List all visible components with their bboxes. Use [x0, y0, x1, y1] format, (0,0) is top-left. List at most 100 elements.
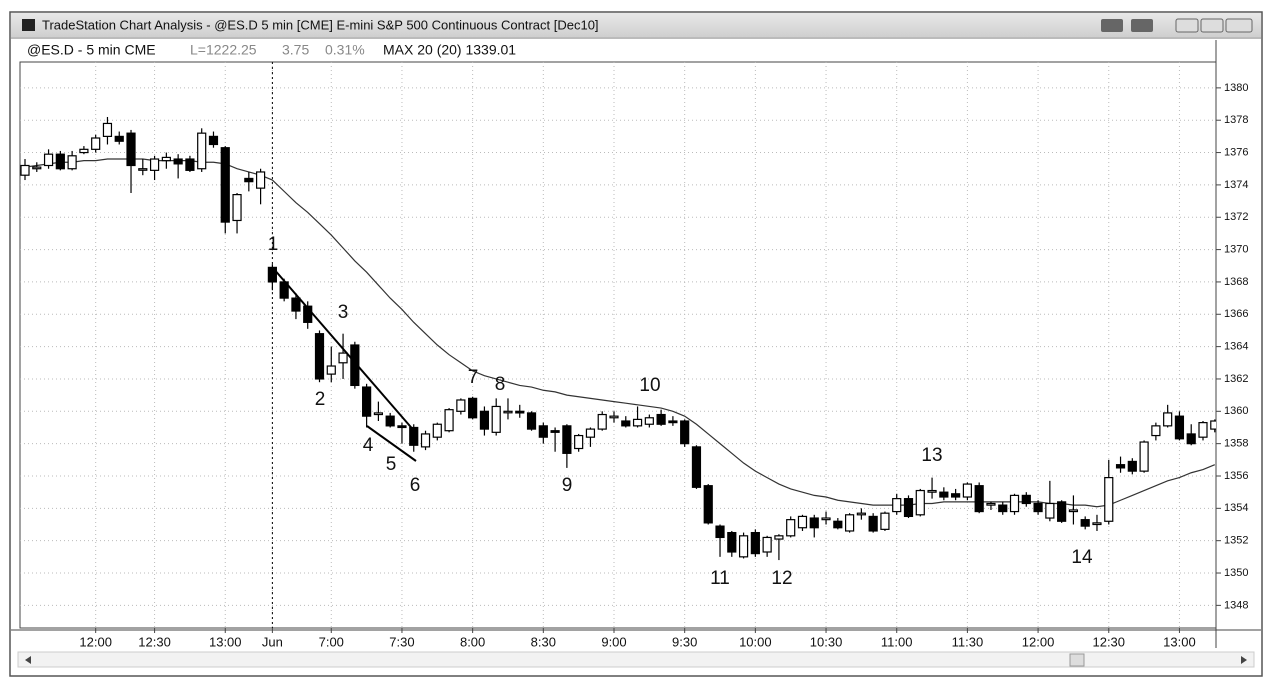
x-tick-label: 7:30: [389, 634, 414, 649]
candle-body: [574, 434, 584, 450]
y-tick-label: 1362: [1224, 373, 1248, 385]
candle-body: [350, 344, 360, 387]
x-tick-label: 12:00: [79, 634, 112, 649]
y-tick-label: 1352: [1224, 535, 1248, 547]
bar-annotation: 13: [921, 445, 942, 466]
candle-body: [326, 365, 336, 375]
minimize-button[interactable]: [1175, 18, 1199, 33]
bar-annotation: 11: [710, 568, 730, 589]
candle-body: [998, 504, 1008, 513]
candle-body: [432, 423, 442, 438]
x-tick-label: 13:00: [209, 634, 242, 649]
candle-body: [1163, 412, 1173, 427]
candle-body: [1045, 502, 1055, 519]
candle-body: [727, 531, 737, 553]
candle-body: [962, 483, 973, 498]
candle-body: [32, 166, 42, 170]
candle-body: [951, 493, 961, 498]
candle-body: [562, 425, 572, 454]
layout-button[interactable]: [1131, 19, 1153, 32]
bar-annotation: 8: [495, 374, 506, 395]
candle-body: [1115, 464, 1126, 469]
bar-annotation: 2: [315, 389, 326, 410]
candle-body: [1092, 522, 1102, 526]
scroll-thumb[interactable]: [1069, 653, 1085, 667]
candle-body: [208, 135, 219, 146]
candle-body: [927, 489, 937, 493]
scroll-right[interactable]: [1241, 656, 1247, 664]
candle-body: [303, 305, 313, 323]
candle-body: [385, 415, 395, 427]
y-tick-label: 1360: [1224, 405, 1248, 417]
candle-body: [43, 153, 54, 167]
candle-body: [373, 412, 383, 416]
candle-body: [809, 517, 819, 529]
y-tick-label: 1356: [1224, 470, 1248, 482]
candle-body: [138, 168, 148, 171]
candle-body: [903, 498, 914, 518]
title-bar: [11, 13, 1261, 37]
y-tick-label: 1376: [1224, 146, 1248, 158]
y-tick-label: 1358: [1224, 438, 1248, 450]
candle-body: [939, 491, 949, 498]
candle-body: [833, 520, 843, 529]
candle-body: [691, 446, 702, 488]
title-buttons[interactable]: [1101, 18, 1253, 33]
candle-body: [220, 147, 230, 223]
bar-annotation: 9: [562, 475, 573, 496]
candle-body: [786, 519, 796, 537]
candle-body: [515, 410, 525, 414]
x-tick-label: 12:00: [1022, 634, 1055, 649]
y-tick-label: 1378: [1224, 114, 1248, 126]
x-tick-label: 13:00: [1163, 634, 1196, 649]
candle-body: [291, 297, 301, 312]
candle-body: [397, 425, 407, 429]
y-tick-label: 1364: [1224, 341, 1248, 353]
candle-body: [668, 420, 678, 424]
x-tick-label: Jun: [262, 634, 283, 649]
x-tick-label: 10:30: [810, 634, 843, 649]
candle-body: [1198, 422, 1208, 438]
candle-body: [715, 525, 725, 539]
bar-annotation: 4: [363, 435, 374, 456]
candle-body: [185, 158, 195, 171]
candle-body: [868, 515, 878, 532]
bar-annotation: 6: [410, 475, 421, 496]
maximize-button[interactable]: [1200, 18, 1224, 33]
candle-body: [479, 410, 490, 430]
candle-body: [102, 122, 113, 137]
scrollbar[interactable]: [17, 651, 1255, 668]
candle-body: [703, 485, 713, 524]
y-tick-label: 1348: [1224, 599, 1248, 611]
candle-body: [338, 352, 348, 364]
close-button[interactable]: [1225, 18, 1253, 33]
candle-body: [232, 194, 242, 222]
candle-body: [1021, 494, 1031, 505]
candle-body: [1104, 477, 1114, 522]
scroll-left[interactable]: [25, 656, 31, 664]
candle-body: [491, 405, 501, 433]
candle-body: [362, 386, 372, 417]
y-tick-label: 1368: [1224, 276, 1248, 288]
candle-body: [550, 430, 560, 433]
y-tick-label: 1354: [1224, 502, 1248, 514]
style-button[interactable]: [1101, 19, 1123, 32]
candle-body: [1080, 519, 1090, 527]
candle-body: [173, 158, 183, 165]
bar-annotation: 5: [386, 454, 397, 475]
candle-body: [267, 266, 277, 283]
candle-body: [585, 428, 596, 438]
candle-body: [538, 425, 548, 438]
y-tick-label: 1374: [1224, 179, 1248, 191]
candle-body: [526, 412, 537, 430]
scroll-track[interactable]: [17, 651, 1255, 668]
candle-body: [738, 535, 749, 558]
candle-body: [114, 135, 124, 142]
axes: 1348135013521354135613581360136213641366…: [79, 82, 1248, 650]
candle-body: [91, 137, 101, 150]
candle-body: [197, 132, 207, 170]
bar-annotation: 1: [268, 234, 279, 255]
candle-body: [79, 148, 89, 154]
candle-body: [456, 399, 466, 412]
